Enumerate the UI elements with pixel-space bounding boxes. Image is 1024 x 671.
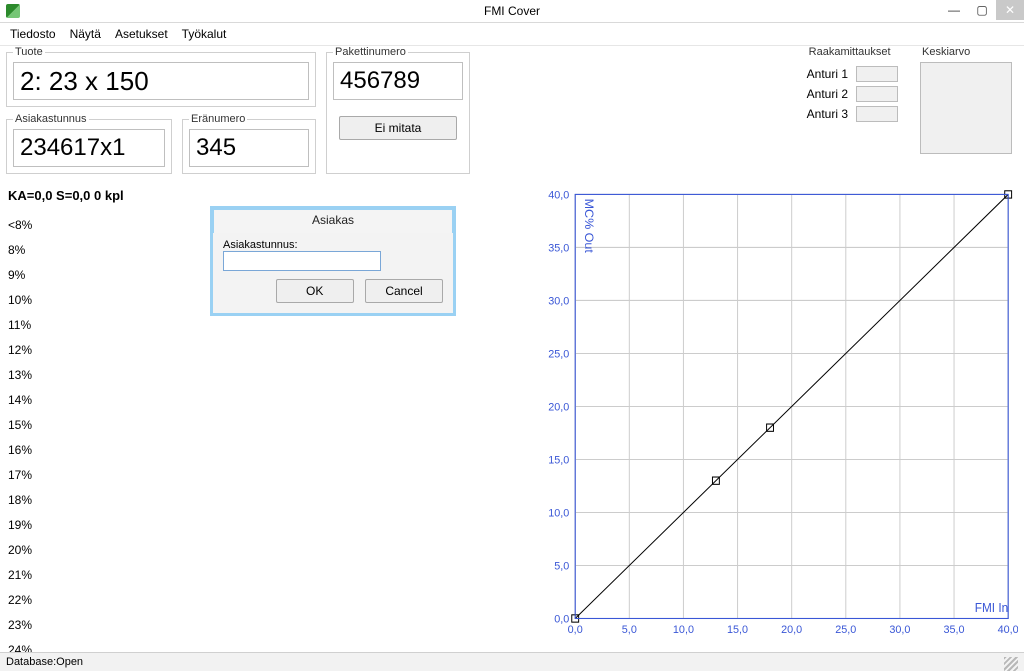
pakettinumero-value: 456789: [333, 62, 463, 100]
asiakastunnus-label: Asiakastunnus: [13, 113, 89, 125]
summary-text: KA=0,0 S=0,0 0 kpl: [8, 188, 526, 203]
sensor-label: Anturi 2: [807, 87, 848, 101]
percent-bin: 21%: [8, 563, 526, 588]
percent-bin: 14%: [8, 388, 526, 413]
tuote-group: Tuote 2: 23 x 150: [6, 46, 316, 107]
percent-bin: 17%: [8, 463, 526, 488]
minimize-button[interactable]: —: [940, 0, 968, 20]
asiakastunnus-input[interactable]: [223, 251, 381, 271]
eranumero-group: Eränumero 345: [182, 113, 316, 174]
window-title: FMI Cover: [0, 4, 1024, 18]
svg-text:15,0: 15,0: [727, 624, 748, 636]
calibration-chart: 0,0 5,0 10,0 15,0 20,0 25,0 30,0 35,0 40,0 0,0 5,0…: [526, 184, 1018, 654]
status-bar: Database:Open: [0, 652, 1024, 671]
eranumero-value: 345: [189, 129, 309, 167]
svg-text:25,0: 25,0: [835, 624, 856, 636]
asiakas-dialog: Asiakas Asiakastunnus: OK Cancel: [210, 206, 456, 316]
menu-item[interactable]: Työkalut: [182, 27, 227, 41]
svg-text:MC% Out: MC% Out: [582, 199, 596, 254]
percent-bin: 22%: [8, 588, 526, 613]
svg-text:FMI In: FMI In: [975, 601, 1008, 615]
dialog-title: Asiakas: [213, 209, 453, 233]
asiakastunnus-group: Asiakastunnus 234617x1: [6, 113, 172, 174]
menu-item[interactable]: Näytä: [70, 27, 101, 41]
keskiarvo-group: Keskiarvo: [914, 46, 1018, 174]
menu-bar: Tiedosto Näytä Asetukset Työkalut: [0, 23, 1024, 46]
svg-text:15,0: 15,0: [548, 454, 569, 466]
window-titlebar: FMI Cover — ▢ ✕: [0, 0, 1024, 23]
svg-text:30,0: 30,0: [548, 295, 569, 307]
pakettinumero-group: Pakettinumero 456789 Ei mitata: [326, 46, 470, 174]
sensor-label: Anturi 1: [807, 67, 848, 81]
percent-bin: 20%: [8, 538, 526, 563]
svg-text:10,0: 10,0: [673, 624, 694, 636]
menu-item[interactable]: Tiedosto: [10, 27, 56, 41]
close-button[interactable]: ✕: [996, 0, 1024, 20]
sensor-value: [856, 106, 898, 122]
keskiarvo-label: Keskiarvo: [920, 46, 972, 58]
sensor-value: [856, 66, 898, 82]
tuote-label: Tuote: [13, 46, 45, 58]
keskiarvo-box: [920, 62, 1012, 154]
svg-text:5,0: 5,0: [622, 624, 637, 636]
sensor-value: [856, 86, 898, 102]
svg-text:40,0: 40,0: [548, 189, 569, 201]
svg-text:25,0: 25,0: [548, 348, 569, 360]
percent-bin: 19%: [8, 513, 526, 538]
tuote-value: 2: 23 x 150: [13, 62, 309, 100]
percent-bin: 12%: [8, 338, 526, 363]
ok-button[interactable]: OK: [276, 279, 354, 303]
sensor-row: Anturi 1: [807, 66, 898, 82]
asiakastunnus-value: 234617x1: [13, 129, 165, 167]
cancel-button[interactable]: Cancel: [365, 279, 443, 303]
percent-bin: 11%: [8, 313, 526, 338]
percent-bin: 18%: [8, 488, 526, 513]
raakamittaukset-label: Raakamittaukset: [807, 46, 893, 58]
maximize-button[interactable]: ▢: [968, 0, 996, 20]
svg-text:0,0: 0,0: [568, 624, 583, 636]
svg-text:30,0: 30,0: [889, 624, 910, 636]
raakamittaukset-group: Raakamittaukset Anturi 1 Anturi 2 Anturi…: [801, 46, 904, 174]
sensor-row: Anturi 3: [807, 106, 898, 122]
svg-text:40,0: 40,0: [998, 624, 1018, 636]
percent-bin: 16%: [8, 438, 526, 463]
resize-grip[interactable]: [1004, 657, 1018, 671]
svg-text:20,0: 20,0: [781, 624, 802, 636]
svg-text:35,0: 35,0: [944, 624, 965, 636]
svg-text:35,0: 35,0: [548, 242, 569, 254]
app-icon: [6, 4, 20, 18]
status-text: Database:Open: [6, 653, 83, 671]
percent-bin: 13%: [8, 363, 526, 388]
svg-text:20,0: 20,0: [548, 401, 569, 413]
svg-text:10,0: 10,0: [548, 507, 569, 519]
sensor-row: Anturi 2: [807, 86, 898, 102]
svg-text:0,0: 0,0: [554, 613, 569, 625]
ei-mitata-button[interactable]: Ei mitata: [339, 116, 457, 140]
menu-item[interactable]: Asetukset: [115, 27, 168, 41]
svg-text:5,0: 5,0: [554, 560, 569, 572]
pakettinumero-label: Pakettinumero: [333, 46, 408, 58]
percent-bin: 23%: [8, 613, 526, 638]
percent-bin: 15%: [8, 413, 526, 438]
eranumero-label: Eränumero: [189, 113, 247, 125]
dialog-field-label: Asiakastunnus:: [223, 239, 298, 251]
sensor-label: Anturi 3: [807, 107, 848, 121]
